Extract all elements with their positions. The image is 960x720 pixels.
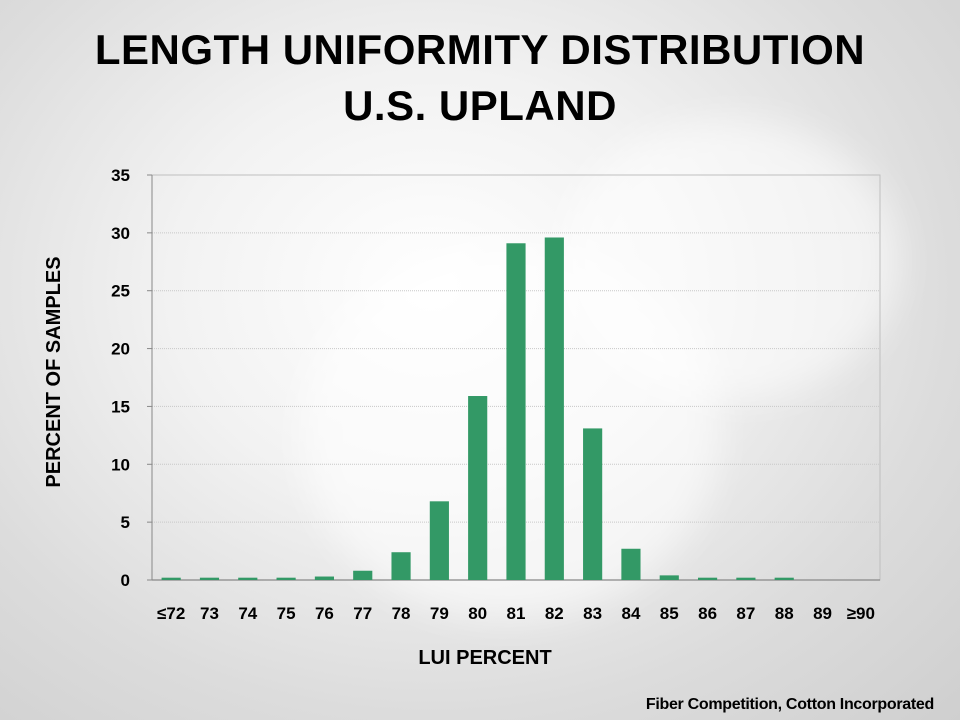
bar (698, 577, 718, 580)
x-tick-label: 89 (813, 604, 832, 623)
bar (276, 577, 296, 580)
y-tick-label: 0 (121, 571, 130, 590)
x-tick-label: 80 (468, 604, 487, 623)
bar (621, 548, 641, 580)
source-credit: Fiber Competition, Cotton Incorporated (645, 696, 934, 713)
bar (583, 428, 603, 580)
x-axis-title: LUI PERCENT (418, 647, 551, 669)
bar (238, 577, 258, 580)
x-tick-label: 79 (430, 604, 449, 623)
x-tick-label: 86 (698, 604, 717, 623)
x-tick-label: 85 (660, 604, 679, 623)
x-tick-label: 88 (775, 604, 794, 623)
bar (353, 570, 373, 580)
x-tick-label: 73 (200, 604, 219, 623)
bar (774, 577, 794, 580)
bar (659, 575, 679, 580)
bar (199, 577, 220, 580)
bar (506, 243, 526, 580)
bar (429, 501, 449, 580)
y-tick-label: 5 (121, 513, 130, 532)
bar (468, 396, 488, 580)
x-tick-label: ≤72 (157, 604, 185, 623)
x-tick-label: 81 (507, 604, 526, 623)
y-tick-label: 25 (111, 282, 130, 301)
y-tick-label: 10 (111, 455, 130, 474)
y-tick-label: 30 (111, 224, 130, 243)
x-tick-label: 82 (545, 604, 564, 623)
x-tick-label: 83 (583, 604, 602, 623)
chart-title-line1: LENGTH UNIFORMITY DISTRIBUTION (94, 26, 866, 73)
bar (544, 237, 564, 580)
bar (736, 577, 756, 580)
x-tick-label: 74 (238, 604, 257, 623)
x-tick-label: 87 (736, 604, 755, 623)
x-tick-label: 76 (315, 604, 334, 623)
x-tick-label: 77 (353, 604, 372, 623)
x-tick-label: 84 (621, 604, 640, 623)
y-tick-label: 35 (111, 166, 130, 185)
y-tick-label: 20 (111, 340, 130, 359)
bar (161, 577, 181, 580)
y-axis-title: PERCENT OF SAMPLES (43, 256, 65, 487)
x-tick-label: ≥90 (847, 604, 875, 623)
x-tick-label: 78 (392, 604, 411, 623)
x-tick-label: 75 (277, 604, 296, 623)
background-cotton-shape (560, 120, 900, 400)
chart-title-line2: U.S. UPLAND (343, 82, 617, 129)
y-tick-label: 15 (111, 397, 130, 416)
bar (391, 552, 411, 580)
bar (314, 576, 334, 580)
